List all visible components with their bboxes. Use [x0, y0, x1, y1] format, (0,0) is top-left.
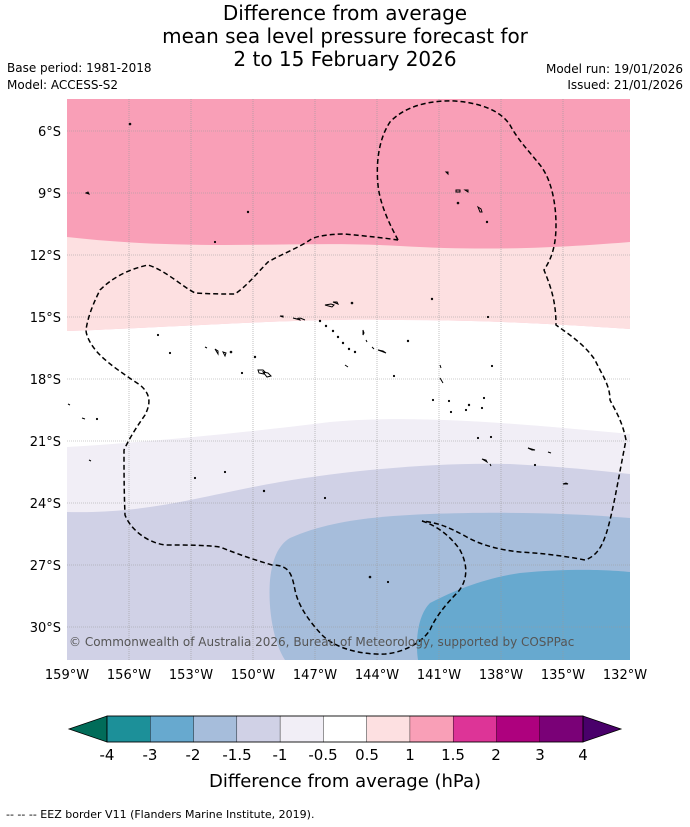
- lon-label: 147°W: [293, 668, 337, 683]
- band-light-pink: [67, 237, 630, 331]
- colorbar-cells: [106, 715, 584, 743]
- colorbar-tick-label: -3: [143, 746, 158, 764]
- colorbar-extend-high: [582, 715, 623, 743]
- base-period: Base period: 1981-2018: [7, 61, 152, 75]
- colorbar-tick-label: -2: [186, 746, 201, 764]
- colorbar-cell: [496, 715, 541, 743]
- colorbar-tick-label: 4: [578, 746, 588, 764]
- lon-label: 135°W: [541, 668, 585, 683]
- colorbar-cell: [150, 715, 195, 743]
- model-name: Model: ACCESS-S2: [7, 78, 119, 92]
- colorbar-cell: [452, 715, 497, 743]
- title-line-3: 2 to 15 February 2026: [233, 47, 457, 71]
- lat-label: 6°S: [38, 125, 61, 140]
- colorbar-cell: [106, 715, 151, 743]
- colorbar-cell: [409, 715, 454, 743]
- eez-border: [85, 100, 627, 655]
- colorbar: -4 -3 -2 -1.5 -1 -0.5 0.5 1 1.5 2 3 4 Di…: [67, 715, 623, 792]
- lat-label: 27°S: [30, 559, 61, 574]
- lon-label: 141°W: [417, 668, 461, 683]
- lat-label: 30°S: [30, 621, 61, 636]
- lon-label: 159°W: [45, 668, 89, 683]
- graticule: [67, 99, 630, 660]
- lon-label: 132°W: [603, 668, 647, 683]
- lat-label: 9°S: [38, 187, 61, 202]
- colorbar-cell: [366, 715, 411, 743]
- colorbar-title: Difference from average (hPa): [209, 771, 481, 792]
- lat-label: 15°S: [30, 311, 61, 326]
- title-line-2: mean sea level pressure forecast for: [162, 24, 528, 48]
- colorbar-tick-label: 0.5: [355, 746, 379, 764]
- colorbar-cell: [323, 715, 368, 743]
- colorbar-tick-label: 1: [405, 746, 415, 764]
- title-line-1: Difference from average: [222, 1, 468, 25]
- colorbar-cell: [236, 715, 281, 743]
- lon-labels: 159°W 156°W 153°W 150°W 147°W 144°W 141°…: [45, 668, 647, 683]
- colorbar-tick-label: 3: [535, 746, 545, 764]
- lon-label: 156°W: [107, 668, 151, 683]
- lon-label: 153°W: [169, 668, 213, 683]
- islands: [67, 122, 569, 584]
- lat-label: 12°S: [30, 249, 61, 264]
- colorbar-cell: [193, 715, 238, 743]
- colorbar-tick-label: -1: [273, 746, 288, 764]
- lat-labels: 6°S 9°S 12°S 15°S 18°S 21°S 24°S 27°S 30…: [30, 125, 61, 636]
- lat-label: 21°S: [30, 435, 61, 450]
- lon-label: 138°W: [479, 668, 523, 683]
- eez-footnote: -- -- -- EEZ border V11 (Flanders Marine…: [6, 808, 315, 821]
- lat-label: 24°S: [30, 497, 61, 512]
- issued-date: Issued: 21/01/2026: [567, 78, 683, 92]
- colorbar-tick-label: -1.5: [222, 746, 251, 764]
- colorbar-cell: [539, 715, 584, 743]
- colorbar-tick-labels: -4 -3 -2 -1.5 -1 -0.5 0.5 1 1.5 2 3 4: [100, 746, 588, 764]
- colorbar-tick-label: -0.5: [308, 746, 337, 764]
- lon-label: 144°W: [355, 668, 399, 683]
- colorbar-tick-label: 1.5: [441, 746, 465, 764]
- model-run: Model run: 19/01/2026: [545, 62, 683, 76]
- band-blue: [416, 569, 630, 660]
- colorbar-tick-label: 2: [491, 746, 501, 764]
- colorbar-tick-label: -4: [100, 746, 115, 764]
- colorbar-extend-low: [67, 715, 108, 743]
- copyright-text: © Commonwealth of Australia 2026, Bureau…: [69, 635, 574, 649]
- lon-label: 150°W: [231, 668, 275, 683]
- map-area: © Commonwealth of Australia 2026, Bureau…: [67, 99, 630, 660]
- colorbar-frame: [106, 715, 584, 743]
- lat-label: 18°S: [30, 373, 61, 388]
- colorbar-cell: [279, 715, 324, 743]
